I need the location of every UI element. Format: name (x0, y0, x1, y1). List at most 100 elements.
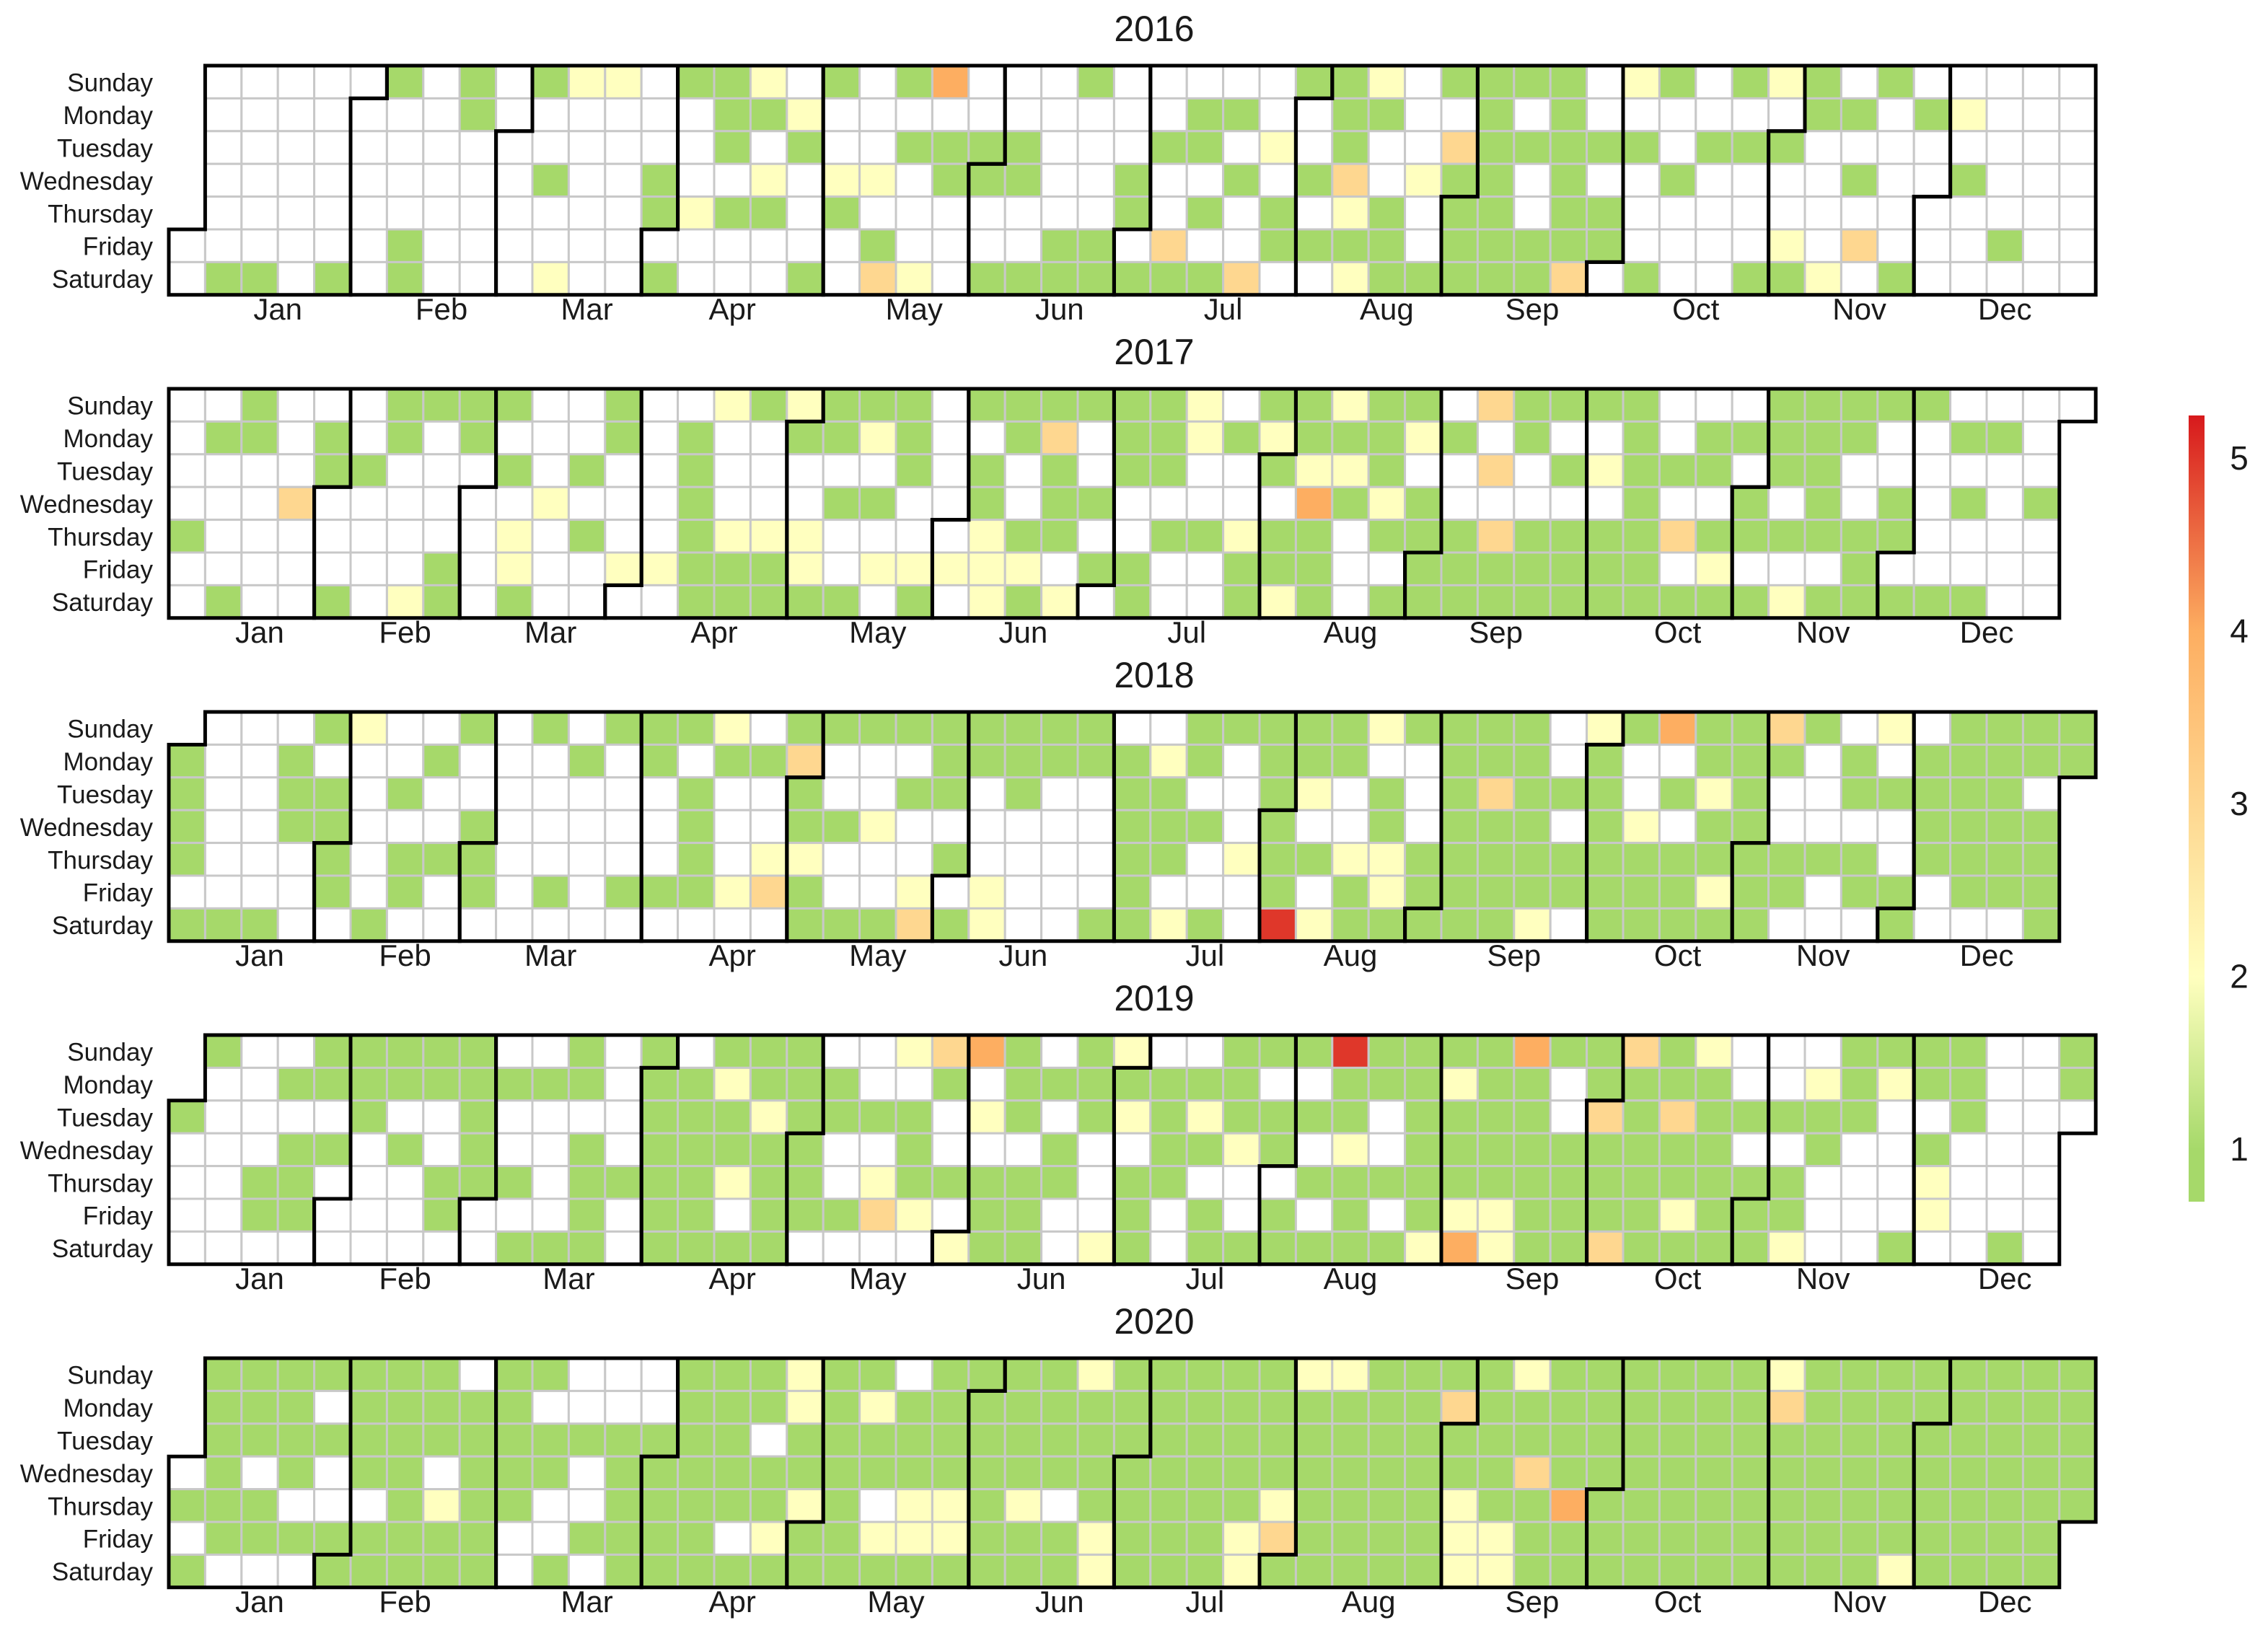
day-cell (604, 809, 643, 845)
day-cell (1549, 162, 1588, 198)
day-cell (1549, 1357, 1588, 1392)
day-cell (1331, 874, 1370, 910)
day-cell (967, 710, 1006, 746)
day-cell (749, 1132, 788, 1168)
day-cell (822, 420, 861, 456)
day-cell (858, 1099, 897, 1135)
day-cell (1840, 1132, 1879, 1168)
day-cell (1513, 387, 1552, 423)
day-cell (1440, 584, 1479, 620)
day-cell (895, 260, 933, 296)
day-cell (1112, 743, 1152, 779)
day-cell (349, 584, 388, 620)
day-cell (531, 420, 570, 456)
day-cell (422, 485, 461, 521)
month-label: Oct (1654, 615, 1702, 649)
day-cell (167, 387, 206, 423)
month-border-dec (1912, 1356, 2098, 1590)
day-cell (640, 1066, 680, 1102)
day-cell (495, 743, 534, 779)
day-cell (604, 1034, 643, 1069)
day-cell (567, 519, 607, 554)
day-cell (1185, 1357, 1225, 1392)
day-cell (1440, 1132, 1479, 1168)
day-cell (1076, 1357, 1115, 1392)
day-cell (1912, 195, 1952, 231)
day-cell (1185, 97, 1225, 133)
day-cell (1185, 1422, 1225, 1458)
day-cell (385, 907, 425, 943)
day-cell (1695, 874, 1733, 910)
day-cell (531, 64, 570, 100)
day-cell (203, 776, 243, 811)
day-cell (1367, 1197, 1407, 1233)
day-cell (1513, 64, 1552, 100)
day-cell (931, 1197, 970, 1233)
day-cell (1586, 1553, 1625, 1589)
day-cell (240, 1197, 279, 1233)
day-cell (895, 1520, 933, 1556)
day-cell (349, 453, 388, 488)
day-cell (276, 584, 316, 620)
day-cell (458, 743, 498, 779)
day-cell (967, 1230, 1006, 1266)
day-cell (1949, 260, 1988, 296)
weekday-label: Sunday (67, 392, 153, 421)
day-cell (1549, 1099, 1588, 1135)
day-cell (1767, 551, 1806, 586)
weekday-label: Thursday (48, 1492, 153, 1520)
day-cell (713, 1553, 752, 1589)
day-cell (1331, 387, 1370, 423)
day-cell (1586, 1132, 1625, 1168)
day-cell (640, 64, 680, 100)
day-cell (1767, 1165, 1806, 1200)
day-cell (895, 1034, 933, 1069)
day-cell (203, 130, 243, 165)
day-cell (713, 842, 752, 877)
day-cell (1440, 1099, 1479, 1135)
day-cell (1767, 1520, 1806, 1556)
day-cell (749, 485, 788, 521)
day-cell (1076, 551, 1115, 586)
day-cell (422, 776, 461, 811)
day-cell (1258, 710, 1297, 746)
day-cell (385, 1066, 425, 1102)
day-cell (422, 1132, 461, 1168)
day-cell (2058, 1422, 2097, 1458)
day-cell (1476, 1230, 1516, 1266)
day-cell (167, 809, 206, 845)
month-label: Sep (1469, 615, 1523, 649)
day-cell (276, 453, 316, 488)
day-cell (203, 1132, 243, 1168)
day-cell (567, 1165, 607, 1200)
day-cell (1840, 809, 1879, 845)
day-cell (1840, 453, 1879, 488)
day-cell (1440, 195, 1479, 231)
day-cell (1622, 1455, 1661, 1491)
day-cell (1112, 1488, 1152, 1523)
day-cell (1695, 420, 1733, 456)
day-cell (349, 1422, 388, 1458)
day-cell (1331, 842, 1370, 877)
day-cell (1476, 260, 1516, 296)
day-cell (895, 195, 933, 231)
day-cell (385, 1553, 425, 1589)
day-cells (167, 64, 2097, 296)
day-cell (1040, 551, 1079, 586)
day-cell (167, 1520, 206, 1556)
day-cell (1586, 842, 1625, 877)
day-cell (1985, 162, 2024, 198)
day-cell (713, 519, 752, 554)
month-label: Nov (1796, 1262, 1850, 1295)
day-cell (967, 1197, 1006, 1233)
day-cell (1149, 228, 1188, 263)
day-cell (1731, 228, 1770, 263)
day-cell (1767, 1488, 1806, 1523)
month-label: Aug (1324, 1262, 1378, 1295)
day-cell (1658, 228, 1697, 263)
day-cell (567, 1553, 607, 1589)
day-cell (1367, 1357, 1407, 1392)
day-cell (677, 551, 716, 586)
day-cell (1367, 874, 1407, 910)
day-cell (1586, 260, 1625, 296)
